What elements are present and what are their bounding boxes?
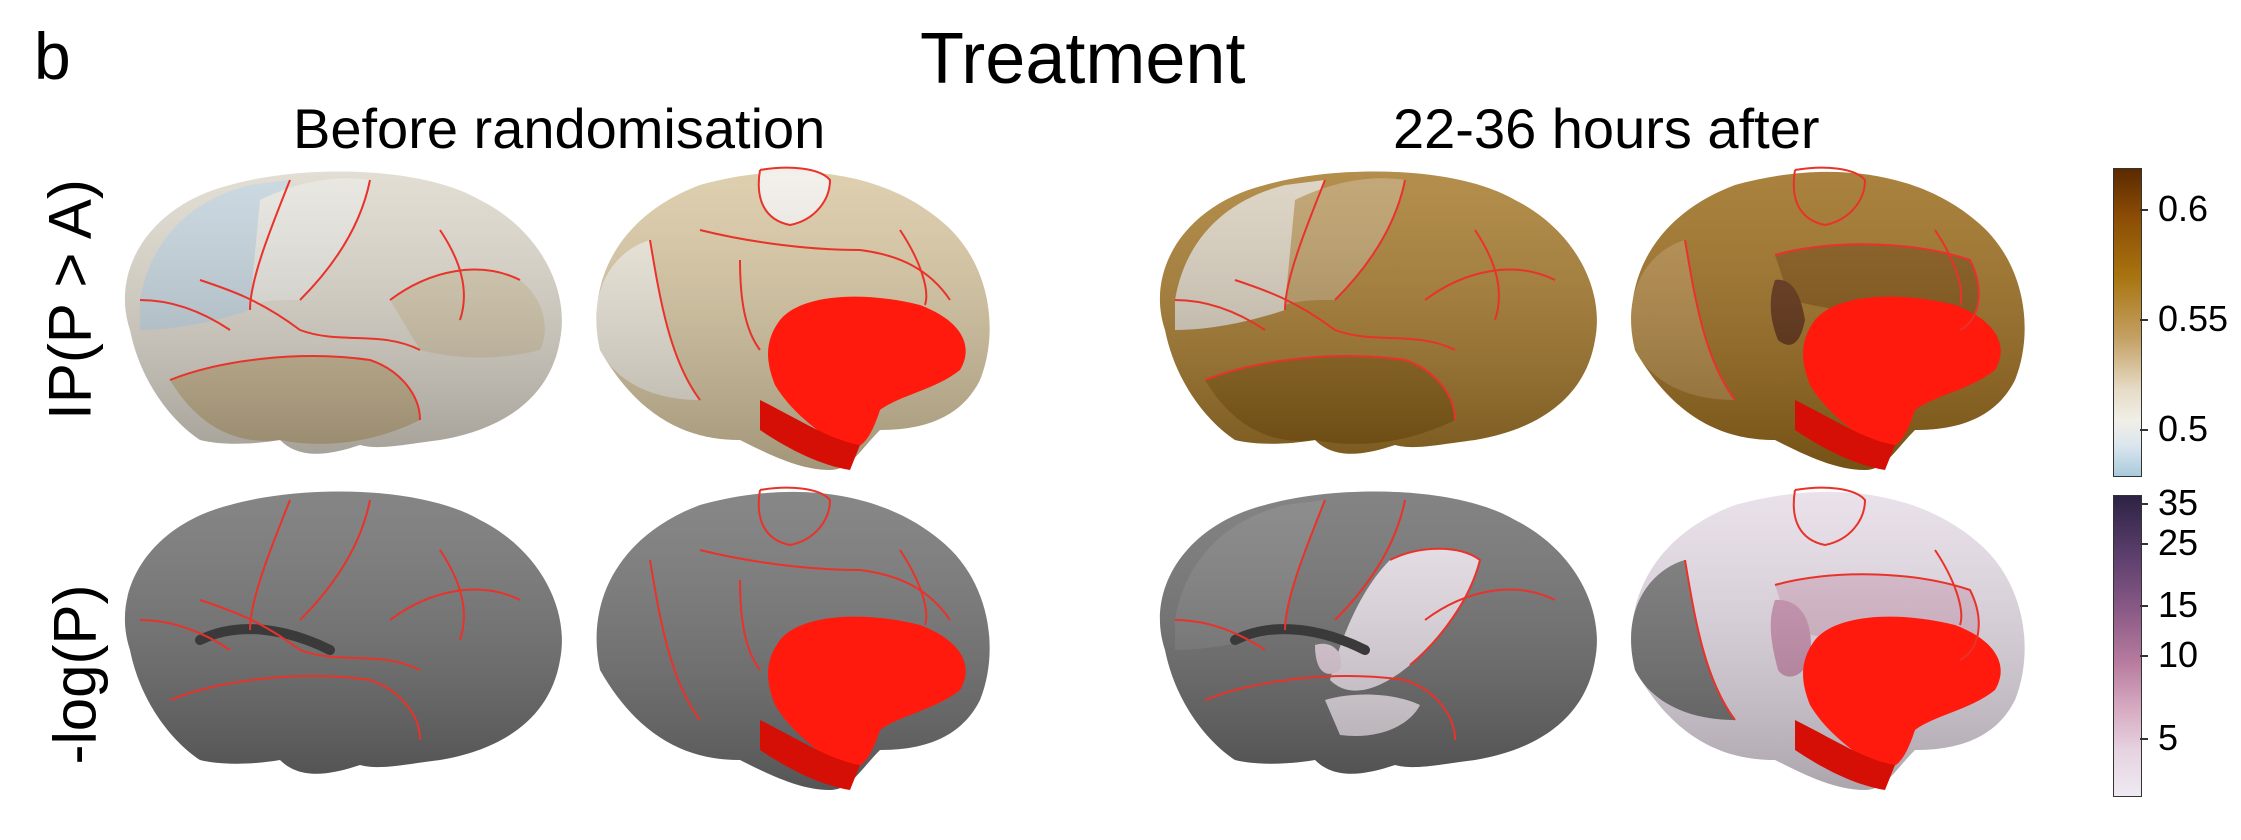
subcortical-mask bbox=[768, 296, 966, 449]
brain-ip-after-lateral bbox=[1159, 171, 1597, 454]
colorbar-logp-tick-mark bbox=[2140, 655, 2148, 657]
colorbar-logp-tick-mark bbox=[2140, 605, 2148, 607]
colorbar-ip-tick-mark bbox=[2140, 429, 2148, 431]
colorbar-ip-tick-mark bbox=[2140, 209, 2148, 211]
brain-logp-before-lateral bbox=[124, 491, 562, 774]
colorbar-ip-tick: 0.6 bbox=[2158, 188, 2209, 229]
figure-title: Treatment bbox=[920, 19, 1246, 99]
colorbar-logp-tick-mark bbox=[2140, 503, 2148, 505]
brain-ip-before-medial bbox=[596, 166, 990, 471]
colorbar-logp-tick: 5 bbox=[2158, 717, 2179, 758]
colorbar-logp-tick-mark bbox=[2140, 738, 2148, 740]
brain-ip-after-medial bbox=[1631, 166, 2025, 471]
brain-ip-before-lateral bbox=[124, 171, 562, 454]
colorbar-logp-tick: 10 bbox=[2158, 634, 2199, 675]
brain-logp-before-medial bbox=[596, 486, 990, 790]
colorbar-logp-tick-mark bbox=[2140, 543, 2148, 545]
panel-letter: b bbox=[34, 19, 71, 93]
colorbar-ip-tick: 0.55 bbox=[2158, 298, 2229, 339]
column-label-before: Before randomisation bbox=[293, 97, 826, 160]
brain-logp-after-lateral bbox=[1159, 491, 1597, 774]
colorbar-logp-tick: 15 bbox=[2158, 584, 2199, 625]
column-label-after: 22-36 hours after bbox=[1393, 97, 1820, 160]
colorbar-ip bbox=[2113, 168, 2142, 477]
colorbar-logp-tick: 25 bbox=[2158, 522, 2199, 563]
colorbar-ip-tick-mark bbox=[2140, 319, 2148, 321]
colorbar-ip-tick: 0.5 bbox=[2158, 408, 2209, 449]
colorbar-logp-tick: 35 bbox=[2158, 482, 2199, 523]
colorbar-logp bbox=[2113, 495, 2142, 797]
brain-logp-after-medial bbox=[1631, 486, 2025, 790]
brain-figure bbox=[124, 166, 2025, 790]
